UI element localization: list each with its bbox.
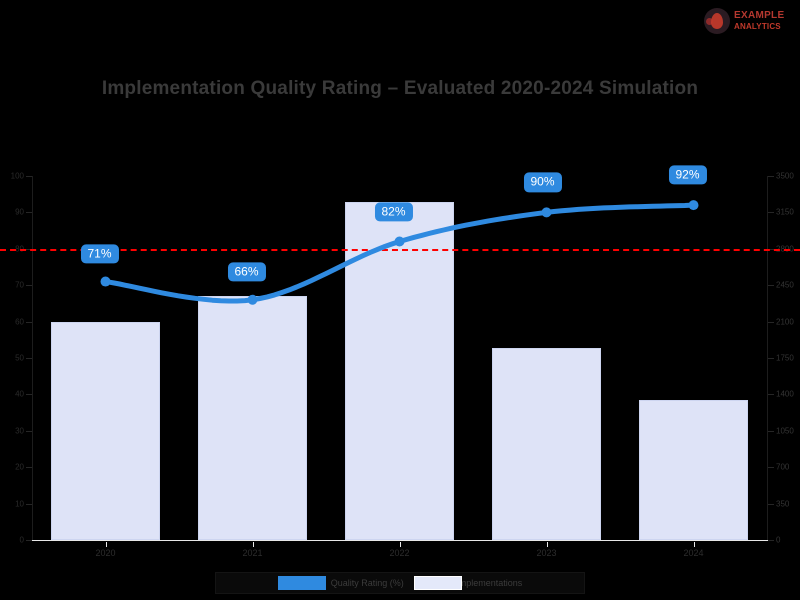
line-data-point[interactable] [688, 200, 699, 211]
y-tick-label-right: 350 [776, 499, 790, 509]
x-tick [252, 542, 254, 547]
x-tick [105, 542, 107, 547]
bar-column[interactable] [492, 347, 601, 540]
line-data-point[interactable] [100, 276, 111, 287]
y-tick-left [26, 540, 32, 541]
legend-swatch-line [277, 576, 326, 590]
y-tick-label-right: 3500 [776, 171, 794, 181]
x-axis-label: 2023 [536, 548, 557, 558]
y-tick-label-right: 1400 [776, 389, 794, 399]
y-tick-label-right: 3150 [776, 207, 794, 217]
y-tick-left [26, 176, 32, 177]
legend-item-line[interactable]: Quality Rating (%) [277, 576, 404, 590]
logo-line-1: EXAMPLE [734, 10, 785, 21]
y-tick-right [768, 503, 774, 505]
y-tick-left [26, 212, 32, 214]
y-axis-right [767, 176, 768, 540]
y-tick-left [26, 430, 32, 432]
brand-logo: EXAMPLE ANALYTICS [704, 4, 796, 38]
reference-line [0, 248, 800, 251]
y-tick-right [768, 285, 774, 287]
y-tick-right [768, 358, 774, 359]
y-tick-left [26, 503, 32, 505]
bar-column[interactable] [639, 399, 748, 540]
x-axis-label: 2024 [683, 548, 704, 558]
y-tick-label-left: 50 [15, 353, 24, 363]
y-tick-right [768, 540, 774, 541]
x-tick [399, 542, 401, 547]
legend-item-bar[interactable]: Evaluated Implementations [413, 576, 523, 590]
page-title: Implementation Quality Rating – Evaluate… [101, 78, 699, 99]
x-axis [32, 540, 768, 541]
data-label: 90% [523, 172, 562, 192]
y-tick-label-right: 2450 [776, 280, 794, 290]
y-tick-left [26, 467, 32, 469]
data-label: 66% [227, 262, 266, 282]
bar-column[interactable] [51, 321, 160, 540]
y-tick-label-right: 1750 [776, 353, 794, 363]
y-tick-label-right: 1050 [776, 426, 794, 436]
y-tick-label-left: 10 [15, 499, 24, 509]
x-axis-label: 2021 [242, 548, 263, 558]
logo-wordmark: EXAMPLE ANALYTICS [734, 11, 784, 31]
data-label: 92% [668, 165, 707, 185]
y-tick-right [768, 321, 774, 323]
y-tick-label-left: 100 [10, 171, 24, 181]
y-tick-label-left: 40 [15, 389, 24, 399]
legend-swatch-bar [413, 576, 462, 590]
chart-legend[interactable]: Quality Rating (%) Evaluated Implementat… [215, 572, 585, 594]
y-tick-right [768, 394, 774, 396]
y-tick-label-left: 90 [15, 207, 24, 217]
y-tick-left [26, 285, 32, 287]
data-label: 82% [374, 201, 413, 222]
line-data-point[interactable] [541, 207, 552, 218]
legend-label-bar: Evaluated Implementations [413, 578, 523, 588]
x-tick [546, 542, 548, 547]
y-tick-label-left: 30 [15, 426, 24, 436]
y-tick-left [26, 358, 32, 359]
y-tick-right [768, 212, 774, 214]
y-tick-label-left: 20 [15, 462, 24, 472]
y-tick-label-right: 700 [776, 462, 790, 472]
x-axis-label: 2022 [389, 548, 410, 558]
y-tick-right [768, 176, 774, 177]
y-tick-left [26, 321, 32, 323]
y-tick-label-right: 2100 [776, 317, 794, 327]
y-tick-left [26, 394, 32, 396]
y-tick-right [768, 430, 774, 432]
logo-line-2: ANALYTICS [734, 22, 781, 31]
y-tick-label-right: 0 [776, 535, 781, 545]
legend-label-line: Quality Rating (%) [330, 578, 404, 588]
y-tick-label-left: 60 [15, 317, 24, 327]
data-label: 71% [80, 243, 119, 264]
y-tick-label-left: 70 [15, 280, 24, 290]
x-axis-label: 2020 [95, 548, 116, 558]
line-data-point[interactable] [394, 236, 405, 247]
x-tick [693, 542, 695, 547]
line-data-point[interactable] [247, 294, 258, 305]
y-tick-right [768, 467, 774, 469]
logo-mark-icon [704, 8, 730, 34]
y-axis-left [32, 176, 33, 540]
y-tick-label-left: 0 [19, 535, 24, 545]
